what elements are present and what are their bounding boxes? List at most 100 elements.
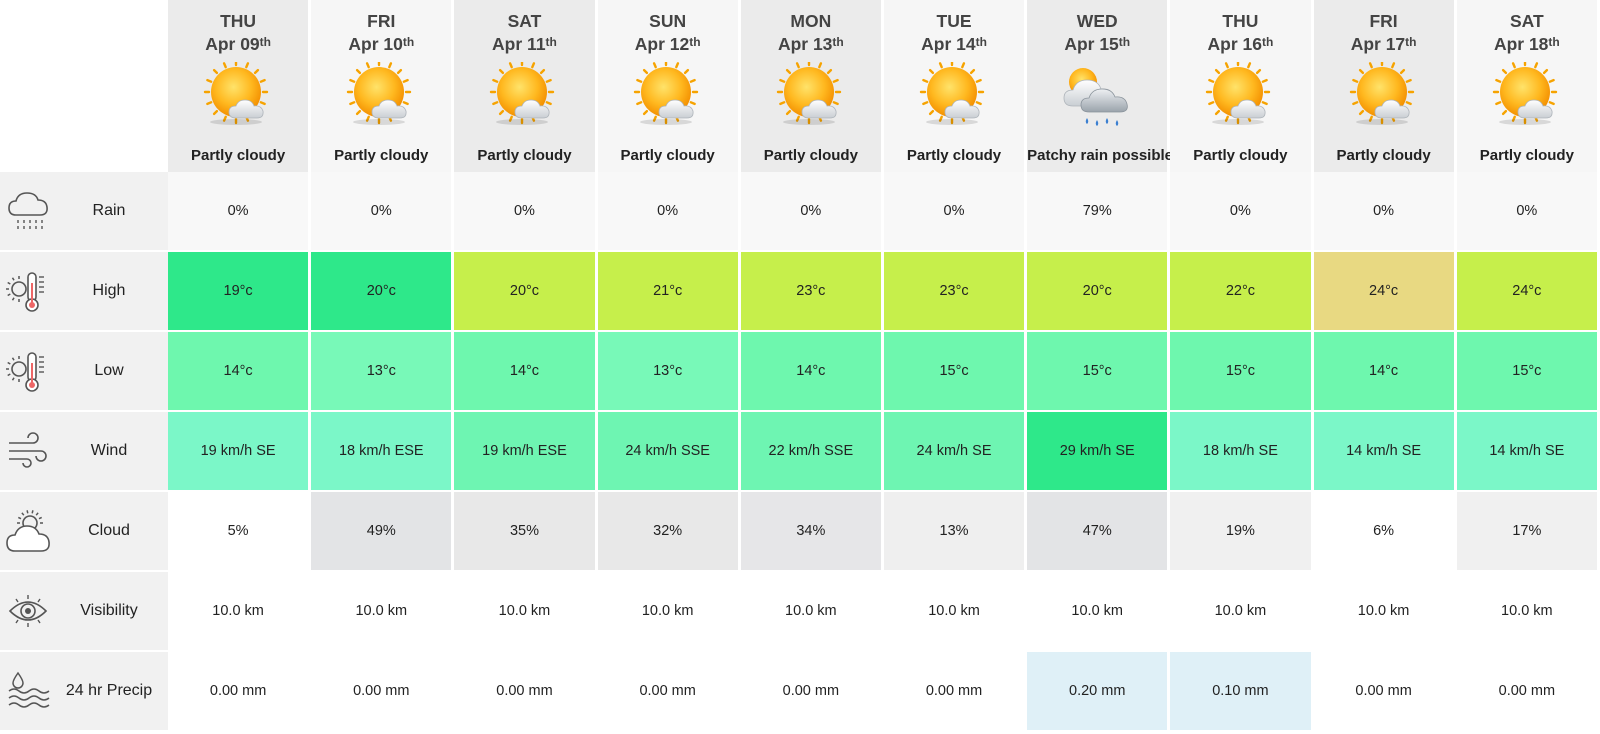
day-header-2: FRI Apr 10th Partly cloudy [311, 0, 455, 172]
visibility-cell: 10.0 km [454, 572, 598, 652]
day-of-week: FRI [1369, 11, 1398, 31]
day-of-week: SUN [649, 11, 687, 31]
low-cell: 13°c [311, 332, 455, 412]
wind-cell: 22 km/h SSE [740, 412, 884, 492]
day-header-6: TUE Apr 14th Partly cloudy [883, 0, 1028, 172]
high-cell: 24°c [1313, 252, 1457, 332]
condition-text: Partly cloudy [1479, 147, 1574, 164]
date-text: Apr 15 [1064, 34, 1119, 54]
low-cell: 15°c [883, 332, 1028, 412]
row-label-text: Rain [92, 202, 126, 219]
day-header-9: FRI Apr 17th Partly cloudy [1313, 0, 1457, 172]
high-cell: 23°c [883, 252, 1028, 332]
rain-cell: 0% [883, 172, 1028, 252]
cloud-row-label: Cloud [0, 492, 168, 572]
date-text: Apr 16 [1207, 34, 1262, 54]
wind-cell: 24 km/h SE [883, 412, 1028, 492]
precip-cell: 0.00 mm [168, 652, 312, 732]
low-cell: 15°c [1456, 332, 1600, 412]
day-header-5: MON Apr 13th Partly cloudy [740, 0, 884, 172]
day-of-week: MON [790, 11, 832, 31]
wind-icon [9, 432, 47, 468]
date-suffix: th [1118, 35, 1131, 49]
day-date: Apr 17th [1314, 32, 1454, 56]
rain-row: Rain 0% 0% 0% 0% 0% 0% 79% 0% 0% 0% [0, 172, 1600, 252]
wind-cell: 24 km/h SSE [597, 412, 741, 492]
high-cell: 23°c [740, 252, 884, 332]
day-date: Apr 09th [168, 32, 308, 56]
date-text: Apr 10 [348, 34, 403, 54]
low-row: Low 14°c 13°c 14°c 13°c 14°c 15°c 15°c 15°c 14°c 1… [0, 332, 1600, 412]
date-text: Apr 17 [1350, 34, 1406, 54]
date-suffix: th [1261, 35, 1274, 49]
partly-cloudy-icon [203, 62, 269, 125]
day-header-4: SUN Apr 12th Partly cloudy [597, 0, 741, 172]
precip-cell: 0.00 mm [1456, 652, 1600, 732]
wind-cell: 29 km/h SE [1027, 412, 1171, 492]
day-of-week: THU [1222, 11, 1259, 31]
precip-icon [8, 671, 50, 708]
visibility-cell: 10.0 km [740, 572, 884, 652]
day-date: Apr 14th [884, 32, 1024, 56]
low-cell: 14°c [454, 332, 598, 412]
thermometer-sun-icon [6, 352, 44, 392]
visibility-cell: 10.0 km [1456, 572, 1600, 652]
high-cell: 22°c [1170, 252, 1314, 332]
wind-cell: 19 km/h ESE [454, 412, 598, 492]
day-header-7: WED Apr 15th Patchy rain possible [1027, 0, 1173, 172]
low-row-label: Low [0, 332, 168, 412]
wind-cell: 14 km/h SE [1456, 412, 1600, 492]
row-label-text: Low [94, 362, 124, 379]
wind-cell: 18 km/h SE [1170, 412, 1314, 492]
date-suffix: th [259, 35, 271, 49]
precip-cell: 0.00 mm [454, 652, 598, 732]
day-header-3: SAT Apr 11th Partly cloudy [454, 0, 598, 172]
day-of-week: THU [220, 11, 257, 31]
partly-cloudy-icon [490, 62, 555, 125]
row-label-text: 24 hr Precip [65, 682, 153, 699]
row-label-text: Visibility [80, 602, 138, 619]
day-date: Apr 16th [1170, 32, 1310, 56]
cloud-cell: 34% [740, 492, 884, 572]
condition-text: Partly cloudy [334, 147, 429, 164]
cloud-cell: 19% [1170, 492, 1314, 572]
rain-cell: 0% [597, 172, 741, 252]
low-cell: 15°c [1027, 332, 1171, 412]
high-cell: 21°c [597, 252, 741, 332]
day-of-week: TUE [936, 11, 972, 31]
visibility-cell: 10.0 km [311, 572, 455, 652]
condition-text: Partly cloudy [906, 147, 1002, 164]
low-cell: 14°c [740, 332, 884, 412]
partly-cloudy-icon [1206, 62, 1271, 125]
partly-cloudy-icon [1492, 62, 1558, 125]
visibility-cell: 10.0 km [883, 572, 1028, 652]
day-header-10: SAT Apr 18th Partly cloudy [1456, 0, 1600, 172]
date-text: Apr 12 [634, 34, 690, 54]
rain-cell: 0% [168, 172, 312, 252]
partly-cloudy-icon [1349, 62, 1414, 125]
precip-cell: 0.00 mm [311, 652, 455, 732]
date-suffix: th [975, 35, 987, 49]
wind-row-label: Wind [0, 412, 168, 492]
day-date: Apr 13th [741, 32, 881, 56]
rain-cell: 0% [454, 172, 598, 252]
day-of-week: WED [1076, 11, 1118, 31]
low-cell: 14°c [1313, 332, 1457, 412]
cloud-cell: 5% [168, 492, 312, 572]
day-date: Apr 15th [1027, 32, 1167, 56]
high-cell: 20°c [311, 252, 455, 332]
row-label-text: Wind [90, 442, 128, 459]
partly-cloudy-icon [919, 62, 985, 125]
precip-cell: 0.10 mm [1170, 652, 1314, 732]
condition-text: Partly cloudy [477, 147, 572, 164]
day-of-week: SAT [507, 11, 542, 31]
low-cell: 14°c [168, 332, 312, 412]
low-cell: 15°c [1170, 332, 1314, 412]
rain-cell: 0% [311, 172, 455, 252]
visibility-cell: 10.0 km [1313, 572, 1457, 652]
condition-text: Partly cloudy [190, 147, 286, 164]
precip-cell: 0.00 mm [740, 652, 884, 732]
date-text: Apr 13 [777, 34, 833, 54]
date-suffix: th [1548, 35, 1560, 49]
